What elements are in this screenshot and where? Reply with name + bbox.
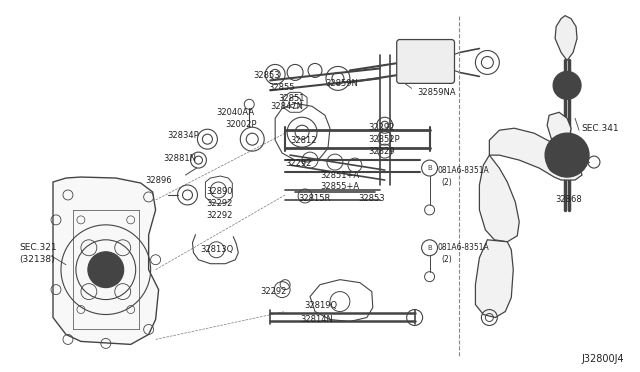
Text: (2): (2) [442,255,452,264]
Text: 32852P: 32852P [368,135,399,144]
Text: 32812: 32812 [290,136,317,145]
Text: 32853: 32853 [253,71,280,80]
Polygon shape [547,112,571,150]
Polygon shape [490,128,582,180]
Polygon shape [476,240,513,318]
Polygon shape [53,177,159,344]
Text: 32819Q: 32819Q [304,301,337,310]
Text: 32859N: 32859N [325,79,358,88]
Text: 32855+A: 32855+A [320,183,359,192]
Text: (32138): (32138) [19,255,55,264]
Text: B: B [428,245,432,251]
Text: 32292: 32292 [260,287,287,296]
Text: 34103P: 34103P [400,46,431,55]
Circle shape [545,133,589,177]
Text: 32853: 32853 [358,195,385,203]
Text: 32859NA: 32859NA [418,88,456,97]
Text: 32847N: 32847N [270,102,303,111]
Text: 081A6-8351A: 081A6-8351A [438,166,490,174]
Circle shape [556,159,562,165]
Text: 32040AA: 32040AA [216,108,255,117]
Polygon shape [555,16,577,61]
Text: B: B [428,165,432,171]
Text: 32851: 32851 [278,94,305,103]
Text: 32292: 32292 [207,211,233,220]
Circle shape [88,252,124,288]
Text: 32881N: 32881N [164,154,196,163]
Text: (2): (2) [442,177,452,186]
FancyBboxPatch shape [397,39,454,83]
Text: 32292: 32292 [368,123,394,132]
Text: 32002P: 32002P [225,120,257,129]
Text: 32814N: 32814N [300,315,333,324]
Text: 32813Q: 32813Q [200,245,234,254]
Circle shape [553,71,581,99]
Polygon shape [479,155,519,242]
Text: 32896: 32896 [146,176,172,185]
Text: 32855: 32855 [268,83,294,92]
Text: SEC.321: SEC.321 [19,243,57,252]
Circle shape [554,142,580,168]
Text: J32800J4: J32800J4 [581,355,623,364]
Text: 32292: 32292 [285,158,312,167]
Text: 32815R: 32815R [298,195,330,203]
Text: 32292: 32292 [207,199,233,208]
Text: 32851+A: 32851+A [320,170,359,180]
Text: 32890: 32890 [207,187,233,196]
Text: 32868: 32868 [555,195,582,205]
Text: 081A6-8351A: 081A6-8351A [438,243,490,252]
Text: 32829: 32829 [368,147,394,155]
Text: SEC.341: SEC.341 [581,124,619,133]
Text: 32834P: 32834P [168,131,199,140]
